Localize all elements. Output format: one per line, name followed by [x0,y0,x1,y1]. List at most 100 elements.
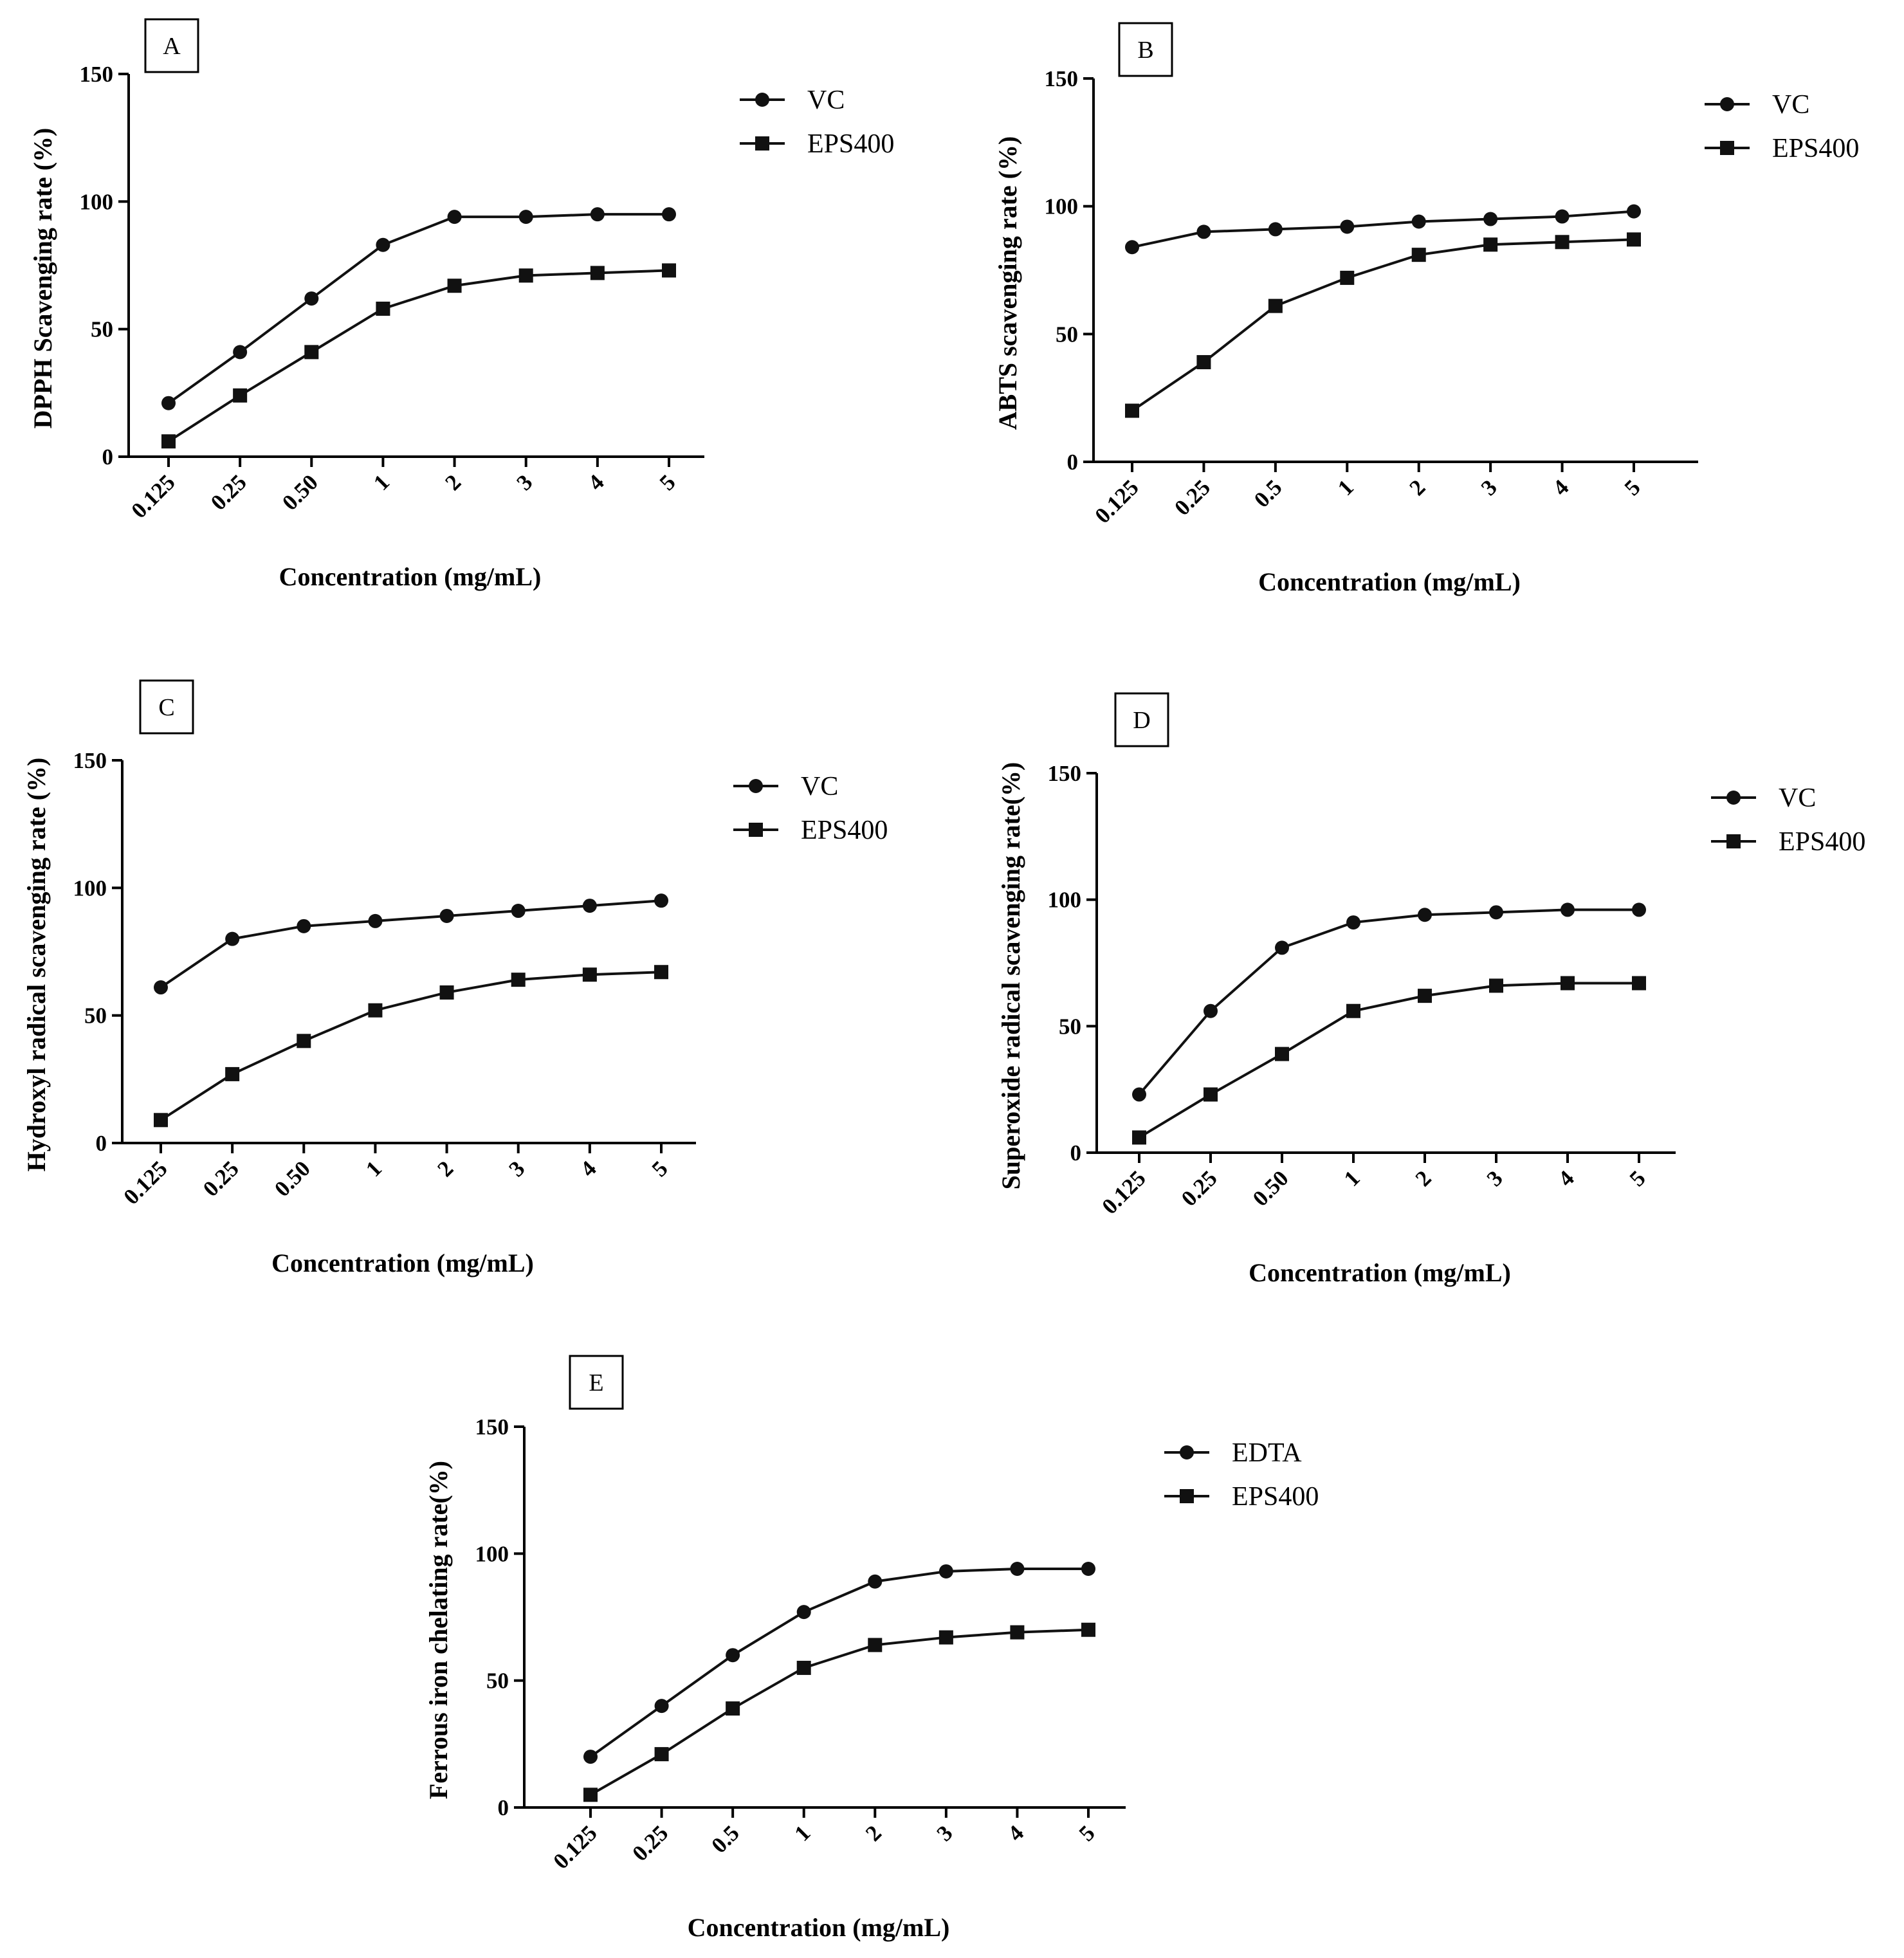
data-point-square [511,973,526,987]
x-tick-label: 2 [1411,1166,1436,1191]
data-point-square [662,263,676,278]
data-point-square [1627,232,1641,247]
data-point-square [654,1747,669,1762]
data-point-circle [161,396,176,410]
chart-panel-c: C 0 50 100 150 0.125 0.25 0.50 1 2 3 4 5 Concentratio… [22,679,888,1277]
panel-label-box [1118,22,1173,77]
y-tick-label: 150 [1045,66,1079,91]
series-eps400: EPS400 [583,1482,1319,1802]
x-tick-label: 0.25 [1176,1166,1222,1211]
series-line [160,971,662,1121]
data-point-square [796,1660,811,1675]
data-point-circle [1555,209,1570,224]
data-point-square [583,1788,598,1802]
series-vc: VC [161,86,845,410]
y-tick-label: 0 [1070,1140,1082,1166]
data-point-circle [1196,224,1211,239]
data-point-circle [1418,908,1432,922]
series-eps400: EPS400 [1125,134,1859,418]
x-tick-label: 0.25 [198,1156,244,1202]
data-point-circle [1125,240,1139,255]
x-tick-label: 0.125 [548,1820,601,1874]
x-axis-title: Concentration (mg/mL) [1249,1258,1511,1287]
y-tick-label: 100 [73,875,107,901]
panel-label: A [163,33,181,60]
x-tick-label: 3 [1476,475,1502,500]
x-tick-label: 1 [1339,1166,1365,1191]
x-tick-label: 4 [576,1156,601,1182]
data-point-circle [233,345,248,360]
y-tick-label: 150 [475,1414,509,1440]
data-point-square [518,268,533,283]
panel-label-box [144,18,199,73]
x-axis-title: Concentration (mg/mL) [688,1913,950,1942]
x-tick-label: 3 [932,1820,958,1846]
data-point-square [1132,1130,1146,1145]
data-point-square [1561,976,1575,991]
data-point-circle [1489,905,1503,920]
series-line [590,1628,1089,1797]
y-tick-label: 50 [84,1003,107,1029]
x-tick-label: 2 [861,1820,886,1846]
series-line [1131,210,1634,249]
series-eps400: EPS400 [154,816,888,1128]
data-point-circle [154,980,168,995]
data-point-circle [654,1699,669,1714]
chart-panel-d: D 0 50 100 150 0.125 0.25 0.50 1 2 3 4 5 Concentratio… [996,692,1865,1287]
data-point-circle [938,1564,953,1578]
x-axis-title: Concentration (mg/mL) [1258,567,1521,596]
data-point-circle [297,919,311,933]
data-point-circle [1627,204,1641,219]
y-tick-label: 50 [91,317,113,342]
y-tick-label: 100 [475,1541,509,1566]
data-point-circle [796,1605,811,1620]
chart-panel-e: E 0 50 100 150 0.125 0.25 0.5 1 2 3 4 5 Concentration… [424,1355,1319,1942]
data-point-circle [726,1648,740,1663]
series-vc: VC [1125,90,1809,255]
x-tick-label: 1 [789,1820,815,1846]
series-line [167,213,669,405]
legend-label: EPS400 [801,816,888,845]
data-point-square [1346,1003,1360,1018]
legend-marker-square [1726,834,1741,848]
x-tick-label: 4 [1003,1820,1029,1846]
data-point-square [297,1034,311,1048]
data-point-square [1010,1625,1025,1640]
legend-label: EPS400 [807,129,894,159]
series-line [160,899,662,989]
data-point-square [447,279,462,293]
data-point-square [590,266,605,280]
x-tick-label: 0.50 [270,1156,315,1202]
data-point-square [1340,270,1355,285]
data-point-square [726,1701,740,1716]
data-point-circle [368,913,383,928]
y-axis-title: DPPH Scavenging rate (%) [28,128,57,429]
y-axis-title: Ferrous iron chelating rate(%) [424,1461,453,1799]
x-tick-label: 1 [1333,475,1359,500]
y-axis-title: Superoxide radical scavenging rate(%) [996,762,1025,1190]
y-tick-label: 0 [498,1795,509,1820]
data-point-circle [662,207,676,222]
panel-label: B [1137,37,1153,64]
data-point-square [1275,1047,1289,1061]
y-tick-label: 150 [73,748,107,773]
x-tick-label: 1 [369,470,394,495]
data-point-square [233,388,248,403]
legend-label: VC [1779,783,1816,813]
data-point-circle [583,1750,598,1764]
legend-marker-circle [1180,1445,1194,1459]
data-point-circle [1411,214,1426,229]
x-tick-label: 0.50 [1248,1166,1294,1211]
panel-label: E [589,1369,603,1396]
series-vc: VC [1132,783,1816,1102]
data-point-circle [447,210,462,224]
y-tick-label: 50 [486,1669,509,1694]
data-point-square [304,345,319,360]
data-point-circle [376,237,390,252]
data-point-square [154,1113,168,1128]
data-point-square [938,1630,953,1645]
x-tick-label: 2 [1404,475,1430,500]
data-point-circle [582,899,597,913]
legend-marker-circle [755,93,769,107]
